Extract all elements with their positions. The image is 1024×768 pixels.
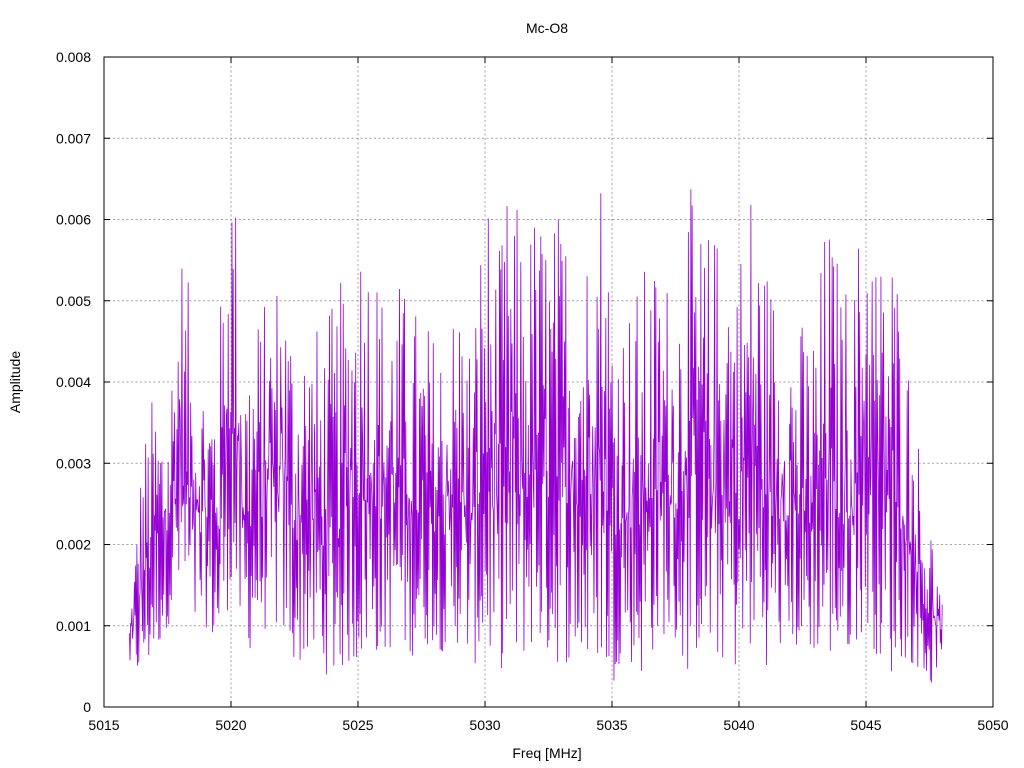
x-tick-label: 5050 [977,717,1008,733]
x-tick-label: 5040 [723,717,754,733]
y-axis-label: Amplitude [7,351,23,413]
x-tick-label: 5035 [596,717,627,733]
x-tick-label: 5045 [850,717,881,733]
y-tick-label: 0.007 [56,130,91,146]
y-tick-label: 0.005 [56,293,91,309]
y-tick-label: 0.001 [56,618,91,634]
x-tick-label: 5020 [215,717,246,733]
x-tick-label: 5015 [88,717,119,733]
y-tick-label: 0.002 [56,537,91,553]
chart-title: Mc-O8 [526,20,568,36]
y-tick-label: 0.008 [56,49,91,65]
x-tick-label: 5025 [342,717,373,733]
y-tick-label: 0.003 [56,455,91,471]
y-tick-label: 0.006 [56,212,91,228]
axis-ticks: 5015 5020 5025 5030 5035 5040 5045 5050 0 0.001 0.… [56,49,1009,733]
amplitude-series-line [129,189,943,683]
x-tick-label: 5030 [469,717,500,733]
x-axis-label: Freq [MHz] [512,745,581,761]
series-plot [129,189,943,683]
y-tick-label: 0 [83,699,91,715]
y-tick-label: 0.004 [56,374,91,390]
